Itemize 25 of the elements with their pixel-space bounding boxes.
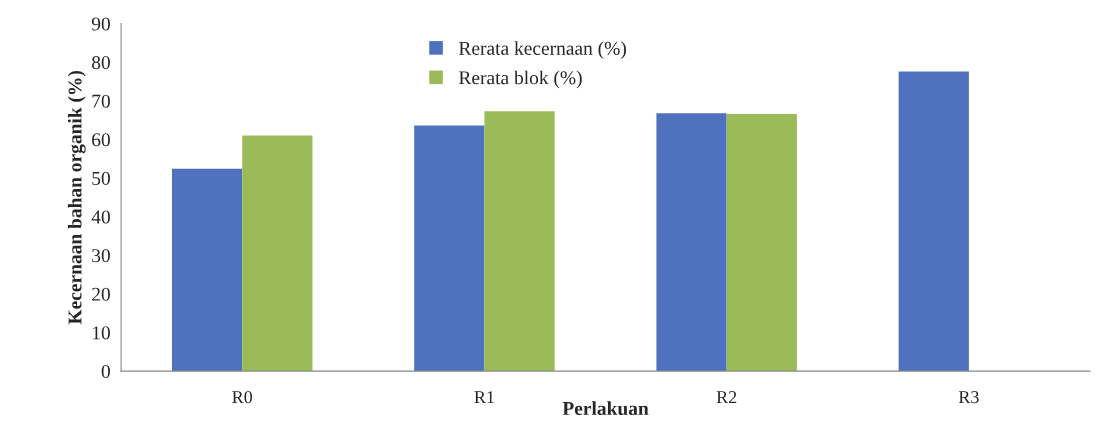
y-tick-label: 90 <box>91 17 110 31</box>
y-tick-label: 10 <box>92 326 110 340</box>
x-tick-label: R1 <box>474 391 494 404</box>
bar <box>656 113 727 372</box>
y-tick-label: 60 <box>92 133 110 147</box>
y-tick-label: 0 <box>101 364 110 379</box>
x-tick-label: R3 <box>958 391 979 404</box>
x-tick-label: R2 <box>716 391 737 404</box>
x-axis-title: Perlakuan <box>562 401 649 416</box>
y-axis-title: Kecernaan bahan organik (%) <box>67 70 86 325</box>
y-tick-label: 20 <box>92 287 110 301</box>
legend-label: Rerata kecernaan (%) <box>458 41 626 59</box>
bar <box>242 135 313 372</box>
bar <box>726 113 797 372</box>
legend-label: Rerata blok (%) <box>458 70 582 89</box>
x-tick-label: R0 <box>232 391 253 404</box>
bar <box>414 125 485 372</box>
y-tick-label: 80 <box>91 56 110 70</box>
y-tick-label: 50 <box>92 171 110 185</box>
bar <box>484 111 555 372</box>
bar <box>898 71 969 372</box>
y-tick-label: 30 <box>92 249 110 263</box>
bar <box>171 168 243 372</box>
y-tick-label: 70 <box>92 94 110 108</box>
y-tick-label: 40 <box>91 210 110 224</box>
